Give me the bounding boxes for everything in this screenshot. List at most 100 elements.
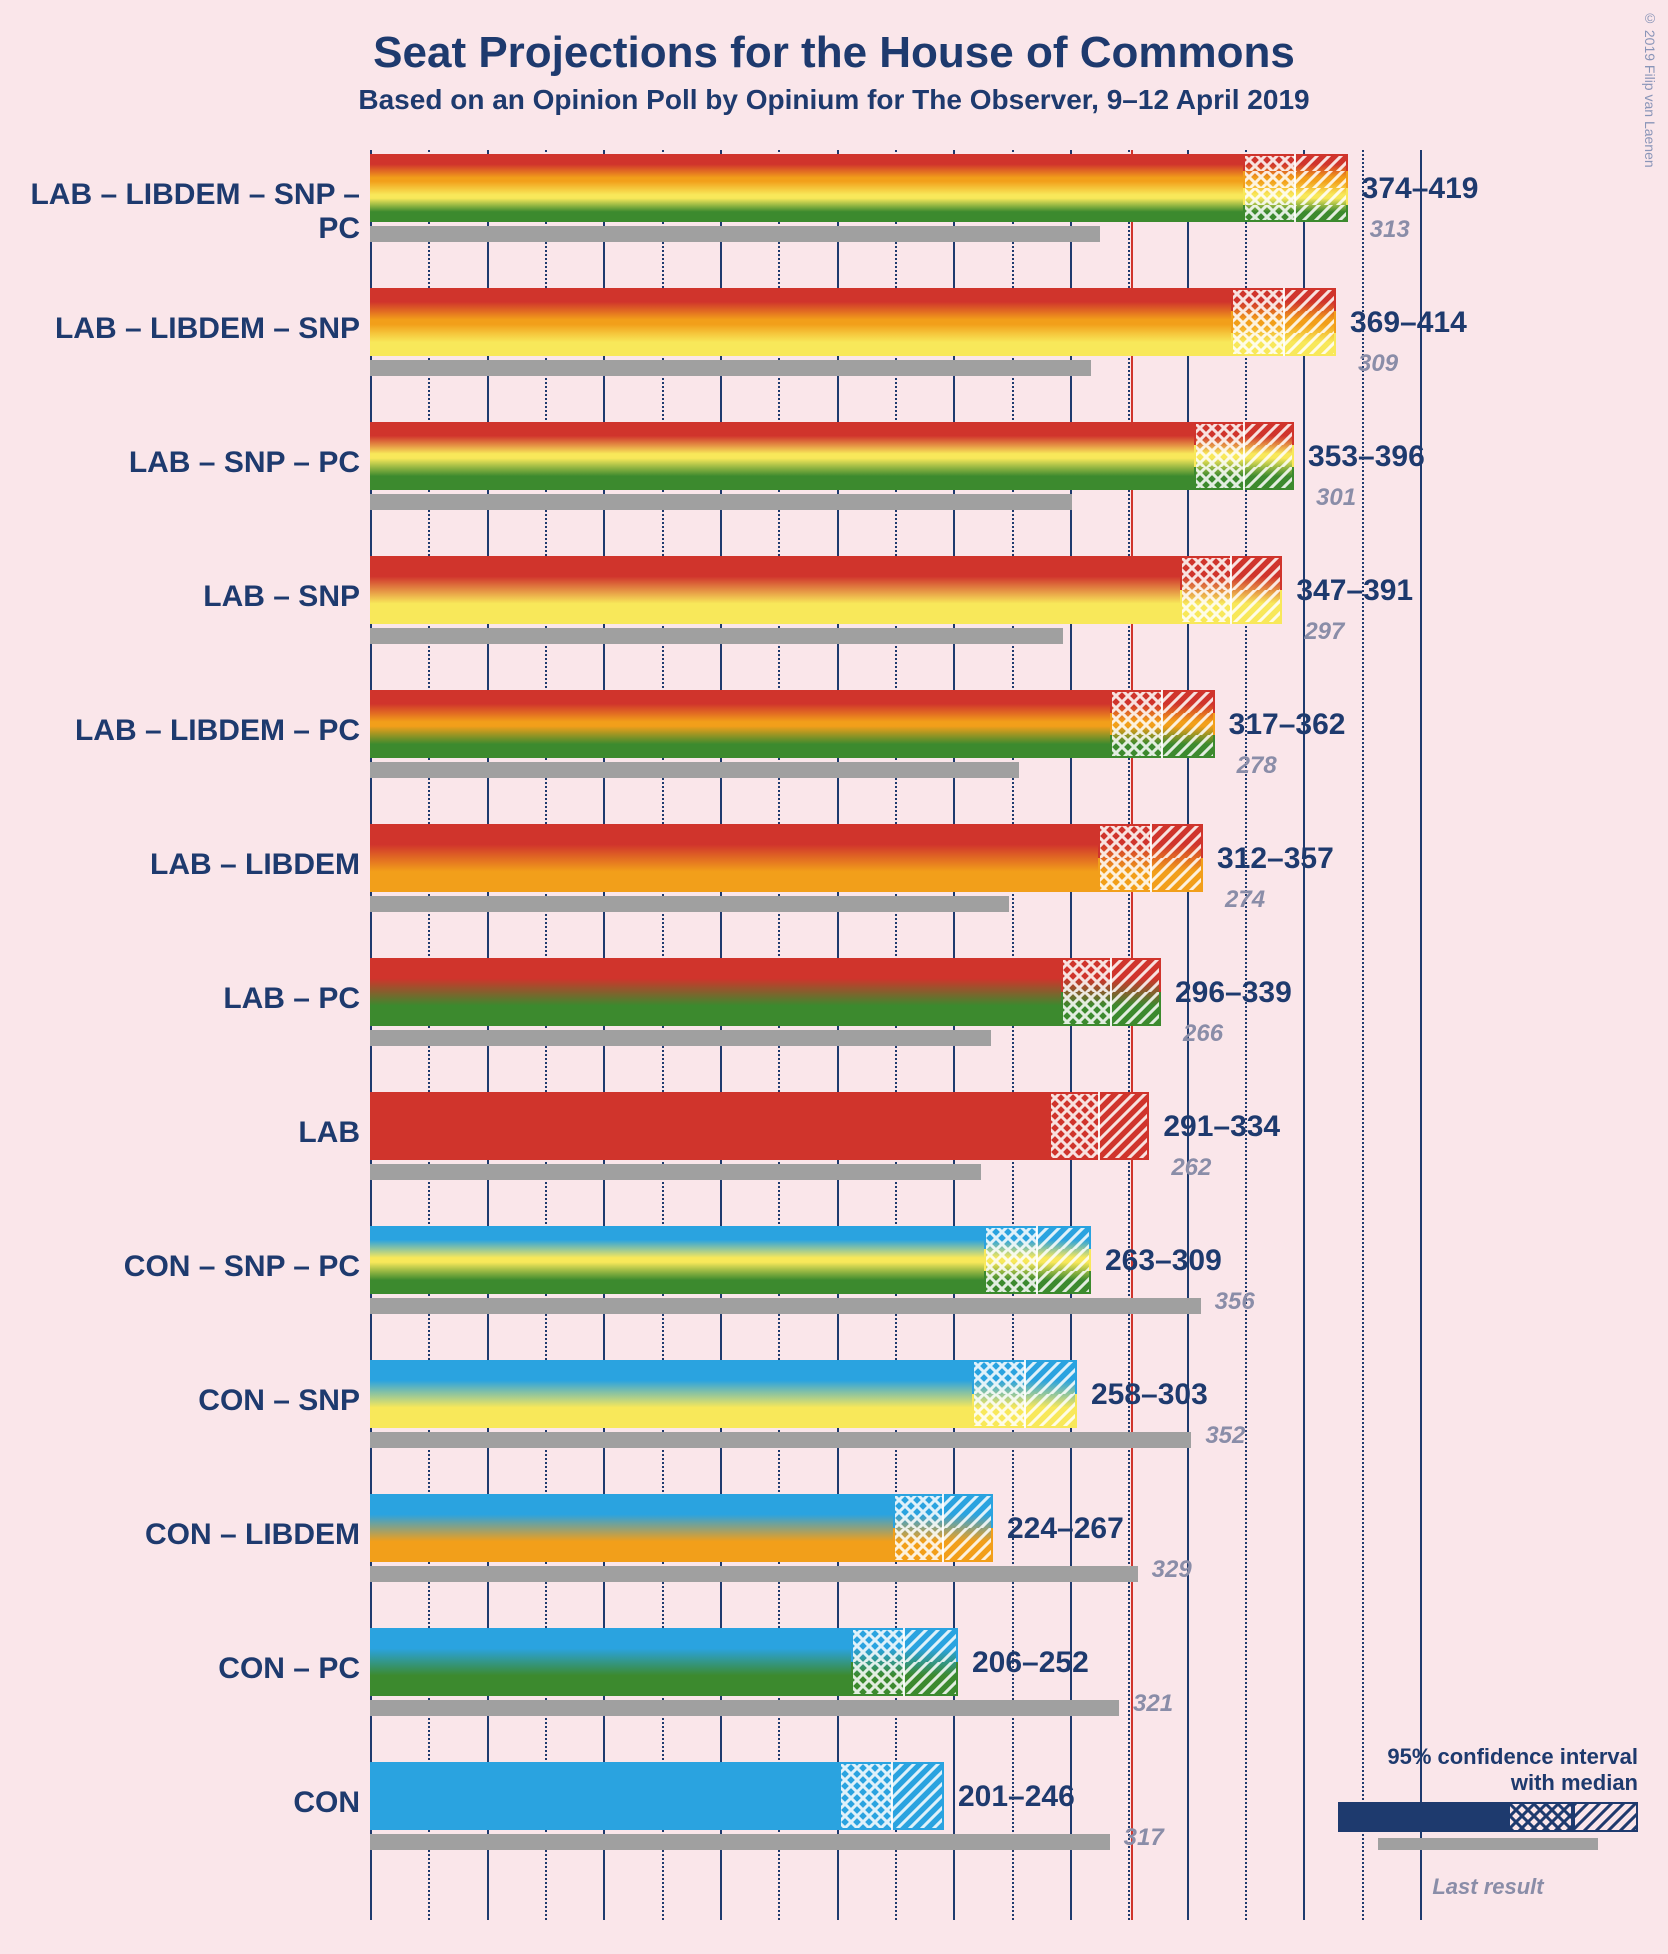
ci-crosshatch [984,1249,1038,1272]
coalition-label: LAB – LIBDEM – SNP – PC [0,178,360,246]
party-stripe [370,1360,1077,1394]
range-label: 353–396 [1308,440,1425,474]
ci-crosshatch [1098,858,1151,892]
party-stripe [370,590,1282,624]
range-label: 206–252 [972,1646,1089,1680]
last-result-label: 266 [1183,1020,1223,1048]
coalition-bar [370,1226,1420,1294]
last-result-bar [370,628,1063,644]
legend-last-label: Last result [1338,1874,1638,1900]
ci-hatch [943,1528,993,1562]
ci-hatch [1231,590,1282,624]
ci-crosshatch [1180,590,1231,624]
median-line [1294,154,1296,222]
ci-crosshatch [972,1360,1025,1394]
ci-crosshatch [1243,188,1296,205]
party-stripe [370,958,1161,992]
confidence-interval [1061,958,1161,1026]
coalition-row: LAB – SNP – PC353–396301 [0,422,1668,530]
coalition-row: LAB – PC296–339266 [0,958,1668,1066]
last-result-bar [370,762,1019,778]
ci-hatch [1295,171,1348,188]
coalition-bar [370,154,1420,222]
ci-crosshatch [1194,467,1244,490]
legend-last-bar [1378,1838,1598,1850]
coalition-row: CON – LIBDEM224–267329 [0,1494,1668,1602]
median-line [1230,556,1232,624]
coalition-row: LAB – LIBDEM – PC317–362278 [0,690,1668,798]
confidence-interval [851,1628,958,1696]
last-result-bar [370,1566,1138,1582]
ci-crosshatch [851,1628,905,1662]
party-stripe [370,1092,1149,1160]
last-result-bar [370,1432,1191,1448]
legend-bar [1338,1802,1638,1832]
coalition-bar [370,288,1420,356]
coalition-label: LAB – SNP [0,580,360,614]
ci-hatch [1111,958,1161,992]
ci-crosshatch [1110,713,1163,736]
last-result-bar [370,360,1091,376]
confidence-interval [1243,154,1348,222]
ci-hatch [1244,467,1294,490]
party-stripe [370,205,1348,222]
last-result-bar [370,1164,981,1180]
ci-hatch [1284,333,1337,356]
coalition-label: CON [0,1786,360,1820]
party-stripe [370,188,1348,205]
coalition-row: LAB – LIBDEM312–357274 [0,824,1668,932]
ci-hatch [1231,556,1282,590]
coalition-bar [370,1762,1420,1830]
chart-subtitle: Based on an Opinion Poll by Opinium for … [0,78,1668,116]
coalition-bar [370,1628,1420,1696]
last-result-bar [370,1298,1201,1314]
ci-crosshatch [1194,422,1244,445]
coalition-label: LAB – LIBDEM – PC [0,714,360,748]
range-label: 263–309 [1105,1244,1222,1278]
ci-hatch [943,1494,993,1528]
ci-crosshatch [1110,735,1163,758]
ci-crosshatch [1243,171,1296,188]
party-stripe [370,171,1348,188]
median-line [942,1494,944,1562]
last-result-bar [370,226,1100,242]
party-stripe [370,735,1215,758]
legend-ci-swatch [1508,1802,1638,1832]
range-label: 317–362 [1229,708,1346,742]
ci-hatch [892,1762,945,1830]
ci-hatch [904,1628,958,1662]
legend-ci-crosshatch [1508,1802,1573,1832]
ci-hatch [1162,690,1215,713]
range-label: 312–357 [1217,842,1334,876]
ci-crosshatch [839,1762,892,1830]
coalition-bar [370,1494,1420,1562]
range-label: 201–246 [958,1780,1075,1814]
median-line [891,1762,893,1830]
ci-hatch [1162,713,1215,736]
last-result-bar [370,896,1009,912]
coalition-label: LAB [0,1116,360,1150]
ci-crosshatch [1061,992,1111,1026]
ci-hatch [1244,445,1294,468]
coalition-label: CON – PC [0,1652,360,1686]
ci-hatch [1037,1226,1091,1249]
ci-crosshatch [984,1226,1038,1249]
range-label: 291–334 [1163,1110,1280,1144]
party-stripe [370,690,1215,713]
ci-hatch [1284,311,1337,334]
chart-area: LAB – LIBDEM – SNP – PC374–419313LAB – L… [0,130,1668,1940]
ci-crosshatch [1049,1092,1099,1160]
confidence-interval [1194,422,1294,490]
party-stripe [370,556,1282,590]
range-label: 369–414 [1350,306,1467,340]
coalition-row: CON – SNP – PC263–309356 [0,1226,1668,1334]
median-line [903,1628,905,1696]
coalition-row: LAB291–334262 [0,1092,1668,1200]
last-result-label: 309 [1358,350,1398,378]
ci-hatch [1037,1271,1091,1294]
ci-hatch [1099,1092,1149,1160]
party-stripe [370,858,1203,892]
ci-hatch [1162,735,1215,758]
confidence-interval [984,1226,1091,1294]
party-stripe [370,713,1215,736]
